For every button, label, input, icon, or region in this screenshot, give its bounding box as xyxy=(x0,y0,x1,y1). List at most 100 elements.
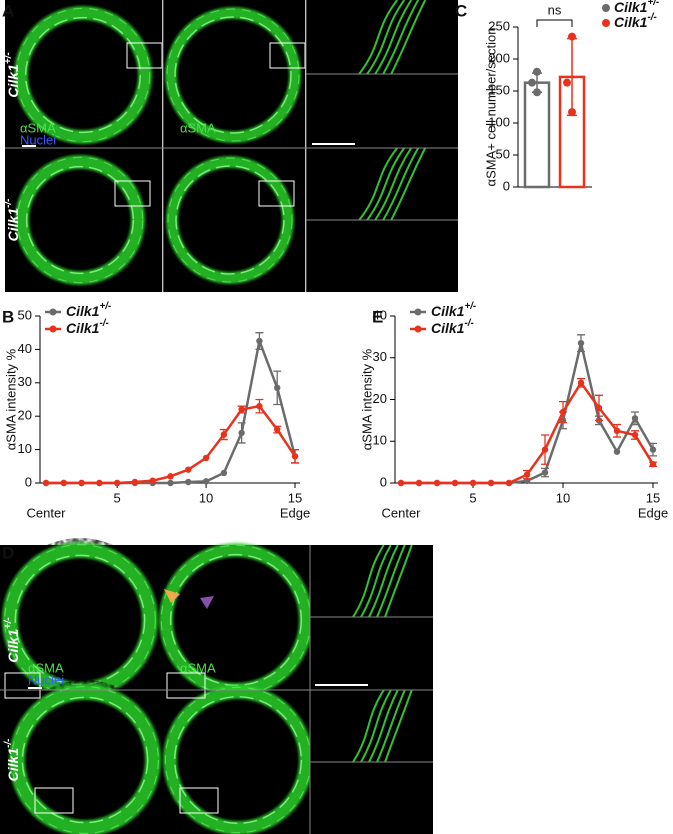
smooth-muscle xyxy=(175,165,285,275)
smooth-muscle xyxy=(11,686,159,834)
data-point xyxy=(541,446,549,453)
fiber xyxy=(376,544,406,618)
nuclei xyxy=(310,762,433,834)
arrowhead xyxy=(164,589,180,603)
data-point xyxy=(613,448,621,455)
y-tick-label: 250 xyxy=(488,18,510,33)
y-tick-label: 10 xyxy=(18,441,32,456)
row-label: Cilk1+/- xyxy=(3,52,21,97)
y-tick-label: 0 xyxy=(380,474,387,489)
data-point xyxy=(533,67,541,76)
fiber xyxy=(374,147,413,221)
arrowhead xyxy=(200,596,214,609)
nuclei xyxy=(0,538,162,702)
data-point xyxy=(631,415,639,422)
fiber xyxy=(390,0,427,75)
fiber xyxy=(366,147,406,221)
inset-box xyxy=(166,672,206,699)
fiber xyxy=(384,544,413,618)
data-point xyxy=(202,478,210,485)
data-point xyxy=(78,479,85,487)
data-point xyxy=(256,337,263,345)
row-label: Cilk1-/- xyxy=(3,199,21,242)
data-point xyxy=(202,454,210,462)
smooth-muscle xyxy=(166,8,300,142)
y-tick-label: 30 xyxy=(373,349,387,364)
fiber xyxy=(360,544,392,618)
nuclei xyxy=(310,617,433,690)
stain-label: αSMA xyxy=(20,120,56,135)
y-tick-label: 40 xyxy=(373,307,387,322)
nuclei xyxy=(10,150,150,290)
y-tick-label: 200 xyxy=(488,50,510,65)
fiber xyxy=(368,544,399,618)
image-panel xyxy=(310,690,433,762)
y-axis-label: αSMA intensity % xyxy=(359,348,374,450)
smooth-muscle xyxy=(163,685,313,834)
smooth-muscle xyxy=(173,695,303,825)
data-point xyxy=(131,478,139,486)
smooth-muscle xyxy=(15,155,145,285)
legend-label: Cilk1+/- xyxy=(431,301,476,319)
stain-label: Nuclei xyxy=(28,672,64,687)
data-point xyxy=(238,406,245,413)
fiber xyxy=(390,147,427,221)
significance-bracket xyxy=(536,19,573,27)
smooth-muscle xyxy=(16,156,144,284)
data-point xyxy=(613,427,621,435)
fiber xyxy=(376,689,406,763)
x-end-label: Edge xyxy=(638,505,668,520)
data-point xyxy=(149,477,156,484)
nuclei xyxy=(5,680,165,834)
smooth-muscle xyxy=(165,7,301,143)
x-start-label: Center xyxy=(381,505,421,520)
smooth-muscle xyxy=(14,6,152,144)
data-point xyxy=(167,473,174,480)
data-point xyxy=(274,426,281,433)
fiber xyxy=(360,689,392,763)
data-point xyxy=(595,404,603,412)
data-point xyxy=(220,469,228,477)
inset-box xyxy=(126,42,163,69)
legend-marker xyxy=(602,4,610,12)
x-tick-label: 15 xyxy=(288,490,302,505)
inset-box xyxy=(114,180,151,207)
inset-box xyxy=(258,180,295,207)
data-point xyxy=(523,471,531,478)
nuclei xyxy=(9,1,157,149)
data-point xyxy=(541,469,549,476)
x-end-label: Edge xyxy=(280,505,310,520)
data-point xyxy=(397,479,405,487)
series-line xyxy=(46,336,297,485)
fiber xyxy=(358,147,398,221)
data-point xyxy=(577,339,585,347)
data-point xyxy=(528,78,536,87)
y-tick-label: 0 xyxy=(25,474,32,489)
data-point xyxy=(415,479,423,487)
annotation: ns xyxy=(548,2,562,17)
data-point xyxy=(563,78,571,87)
smooth-muscle xyxy=(166,156,294,284)
smooth-muscle xyxy=(167,157,293,283)
y-tick-label: 50 xyxy=(18,307,32,322)
inset-box xyxy=(179,787,219,814)
row-label: Cilk1+/- xyxy=(3,617,21,662)
y-axis-label: αSMA+ cell number/section xyxy=(483,28,498,187)
stain-label: αSMA xyxy=(28,660,64,675)
y-tick-label: 20 xyxy=(18,408,32,423)
series-line xyxy=(46,404,297,485)
data-point xyxy=(185,478,192,486)
x-tick-label: 10 xyxy=(199,490,213,505)
stain-label: αSMA xyxy=(180,660,216,675)
legend-marker xyxy=(414,308,422,316)
micrographs xyxy=(0,0,458,834)
data-point xyxy=(220,431,228,438)
nuclei xyxy=(306,74,458,148)
panel-letter: B xyxy=(2,307,14,326)
data-point xyxy=(469,479,477,487)
legend-label: Cilk1-/- xyxy=(614,12,657,30)
fiber xyxy=(382,0,420,75)
x-tick-label: 5 xyxy=(469,490,476,505)
